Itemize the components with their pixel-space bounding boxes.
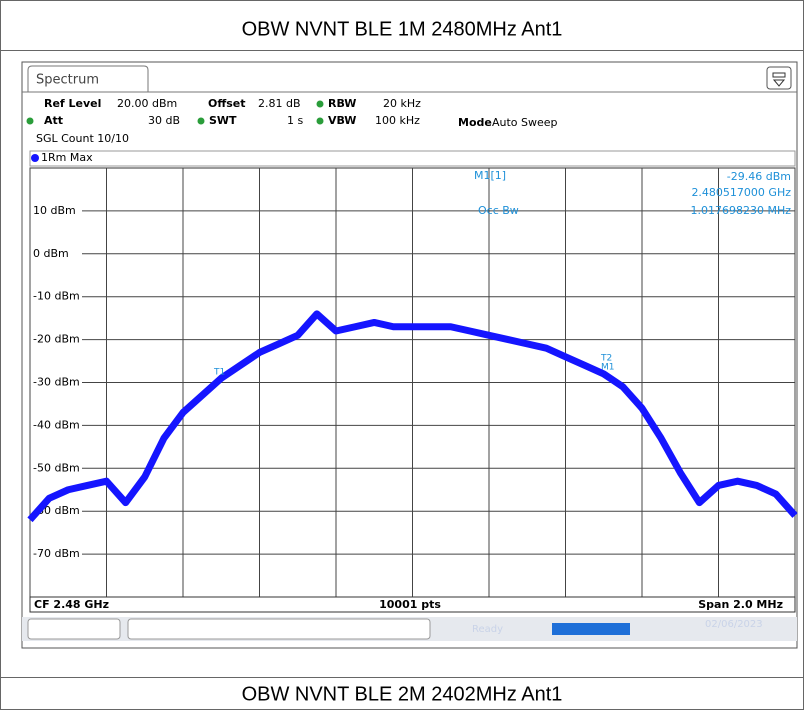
y-tick-label: -20 dBm <box>33 333 80 346</box>
trace-dot <box>31 154 39 162</box>
y-tick-label: -70 dBm <box>33 547 80 560</box>
value: 30 dB <box>148 114 180 127</box>
value: 100 kHz <box>375 114 420 127</box>
occ-label: Occ Bw <box>478 204 519 217</box>
marker-level: -29.46 dBm <box>727 170 791 183</box>
value: 1 s <box>287 114 303 127</box>
trace-bar <box>29 150 796 167</box>
status: Ready <box>472 624 503 635</box>
y-tick-label: 0 dBm <box>33 247 69 260</box>
label: RBW <box>328 97 356 110</box>
y-tick-label: -50 dBm <box>33 461 80 474</box>
title: OBW NVNT BLE 1M 2480MHz Ant1 <box>242 18 563 40</box>
count: SGL Count 10/10 <box>36 132 129 145</box>
value: Auto Sweep <box>492 116 558 129</box>
y-tick-label: -10 dBm <box>33 290 80 303</box>
occ-value: 1.017698230 MHz <box>690 204 791 217</box>
label: Mode <box>458 116 492 129</box>
y-tick-label: -30 dBm <box>33 376 80 389</box>
trace-label: 1Rm Max <box>41 151 93 164</box>
progress <box>552 623 630 635</box>
icon-glyph <box>772 72 786 87</box>
date: 02/06/2023 <box>705 619 763 630</box>
value: 20.00 dBm <box>117 97 177 110</box>
marker-m1: M1 <box>601 363 615 373</box>
label: SWT <box>209 114 237 127</box>
label: Offset <box>208 97 246 110</box>
status-box[interactable] <box>127 618 431 640</box>
marker-t1: T1 <box>213 368 225 378</box>
label: Ref Level <box>44 97 101 110</box>
label: VBW <box>328 114 356 127</box>
points: 10001 pts <box>379 598 441 611</box>
y-tick-label: -40 dBm <box>33 418 80 431</box>
cf: CF 2.48 GHz <box>34 598 109 611</box>
footer-bar <box>29 596 796 613</box>
dot <box>316 117 324 125</box>
marker-name: M1[1] <box>474 169 506 182</box>
dot <box>316 100 324 108</box>
status-box[interactable] <box>27 618 121 640</box>
label: Att <box>44 114 63 127</box>
trace <box>27 310 798 523</box>
y-tick-label: 10 dBm <box>33 204 76 217</box>
dot <box>197 117 205 125</box>
marker-t2: T2 <box>600 354 612 364</box>
next-title: OBW NVNT BLE 2M 2402MHz Ant1 <box>242 683 563 705</box>
tab <box>27 65 149 92</box>
value: 20 kHz <box>383 97 421 110</box>
marker-freq: 2.480517000 GHz <box>691 186 791 199</box>
span: Span 2.0 MHz <box>698 598 783 611</box>
tab-label[interactable]: Spectrum <box>36 73 99 88</box>
dot <box>26 117 34 125</box>
value: 2.81 dB <box>258 97 301 110</box>
